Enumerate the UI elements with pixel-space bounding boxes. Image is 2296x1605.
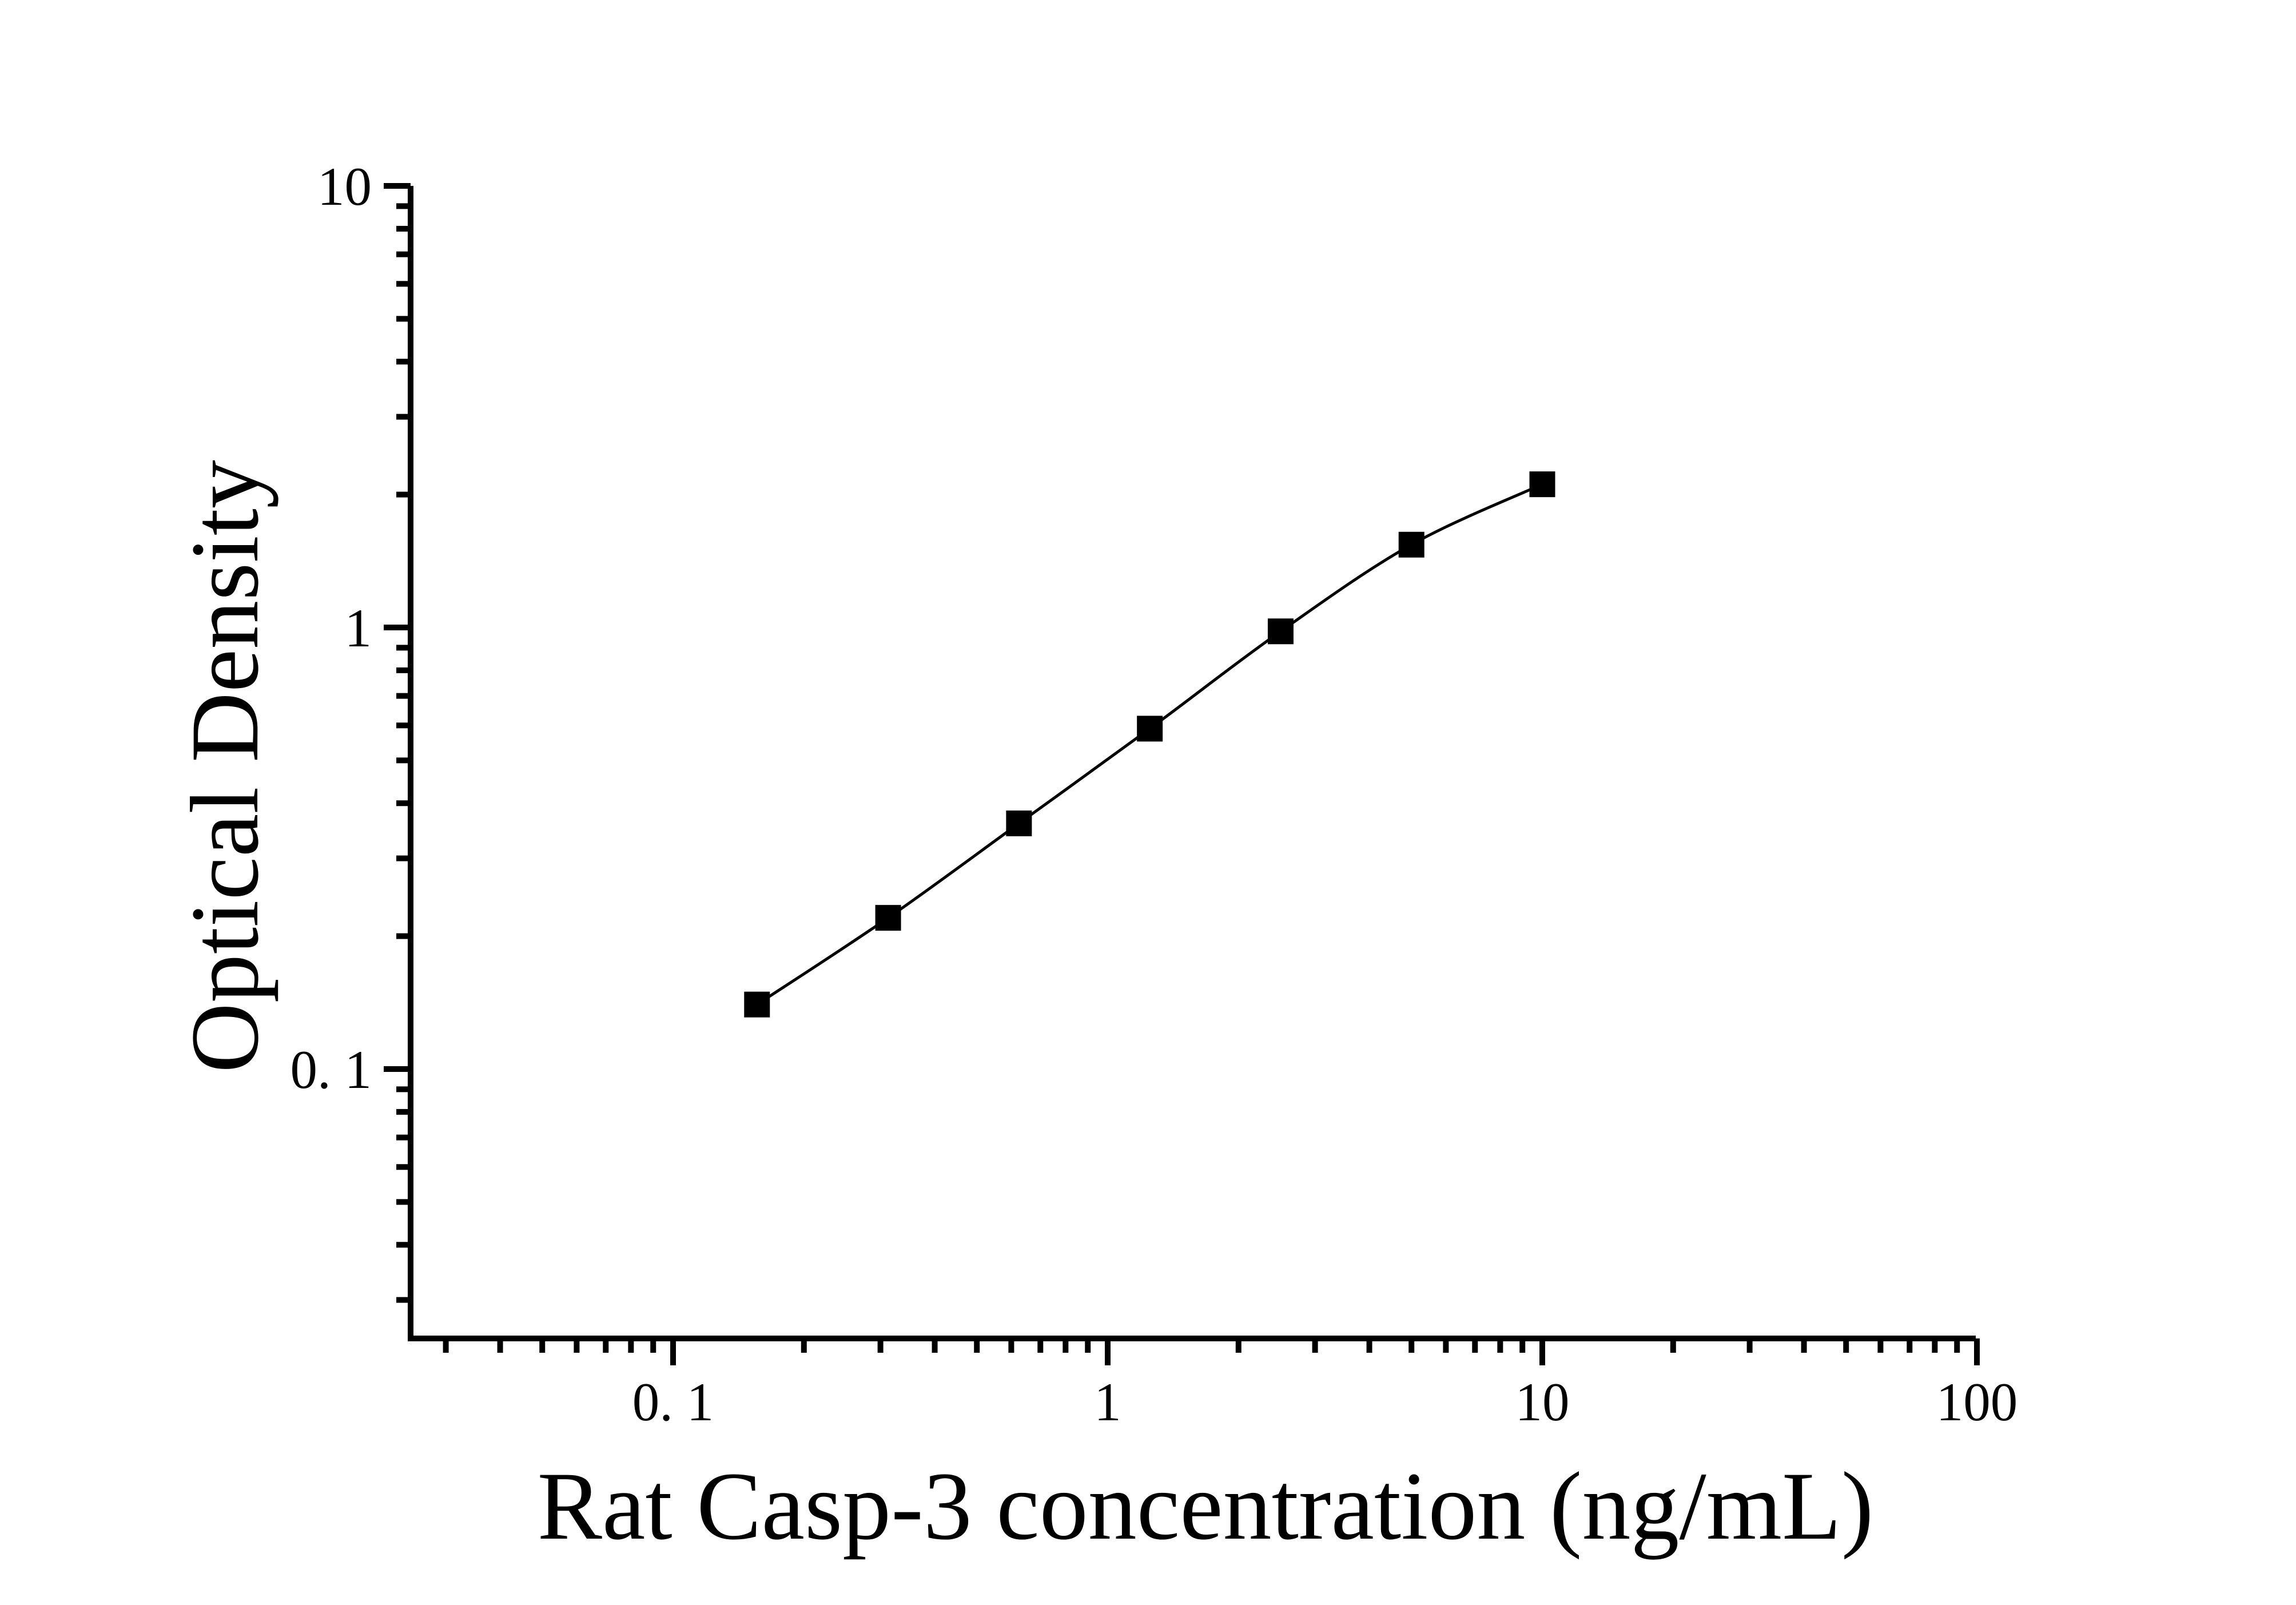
y-axis-major-ticks: [384, 183, 411, 1072]
y-axis-title: Optical Density: [171, 460, 278, 1073]
data-point-marker: [1137, 716, 1163, 742]
x-axis-title: Rat Casp-3 concentration (ng/mL): [538, 1452, 1874, 1560]
y-tick-label: 10: [317, 156, 372, 217]
y-axis-tick-labels: 0. 1 1 10: [291, 156, 372, 1100]
data-point-marker: [875, 905, 901, 931]
data-point-marker: [1398, 531, 1424, 558]
axis-lines: [408, 186, 1976, 1341]
x-axis-tick-labels: 0. 1 1 10 100: [632, 1372, 2018, 1432]
x-tick-label: 100: [1936, 1372, 2018, 1432]
data-point-marker: [1267, 618, 1294, 645]
x-tick-label: 10: [1515, 1372, 1570, 1432]
y-tick-label: 1: [345, 598, 372, 658]
x-tick-label: 1: [1094, 1372, 1121, 1432]
data-point-marker: [744, 991, 770, 1018]
data-point-marker: [1529, 471, 1555, 498]
data-point-marker: [1006, 811, 1032, 837]
y-tick-label: 0. 1: [291, 1039, 372, 1100]
x-tick-label: 0. 1: [632, 1372, 714, 1432]
x-axis-major-ticks: [670, 1338, 1980, 1365]
data-point-markers: [744, 471, 1555, 1018]
